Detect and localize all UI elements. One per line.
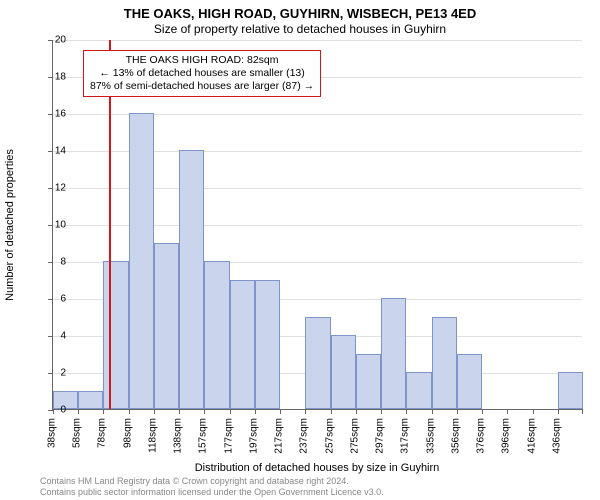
x-tick-label: 376sqm (476, 418, 487, 454)
x-tick-label: 335sqm (425, 418, 436, 454)
x-tick (154, 409, 155, 414)
x-tick (482, 409, 483, 414)
x-tick-label: 118sqm (147, 418, 158, 453)
x-tick (356, 409, 357, 414)
y-tick-label: 14 (36, 146, 66, 157)
x-tick-label: 177sqm (223, 418, 234, 454)
annotation-box: THE OAKS HIGH ROAD: 82sqm← 13% of detach… (83, 50, 321, 97)
x-tick-label: 257sqm (324, 418, 335, 454)
x-tick (381, 409, 382, 414)
y-tick-label: 0 (36, 405, 66, 416)
x-tick-label: 237sqm (299, 418, 310, 454)
histogram-bar (154, 243, 179, 410)
histogram-bar (356, 354, 381, 410)
footer-line-2: Contains public sector information licen… (40, 487, 384, 498)
histogram-bar (78, 391, 103, 410)
histogram-bar (406, 372, 431, 409)
histogram-bar (230, 280, 255, 410)
x-tick (507, 409, 508, 414)
y-tick-label: 10 (36, 220, 66, 231)
histogram-bar (305, 317, 330, 410)
histogram-bar (331, 335, 356, 409)
x-tick (582, 409, 583, 414)
y-tick-label: 20 (36, 35, 66, 46)
footer-attribution: Contains HM Land Registry data © Crown c… (40, 476, 384, 498)
x-tick-label: 38sqm (47, 418, 58, 448)
histogram-bar (179, 150, 204, 409)
y-tick-label: 4 (36, 331, 66, 342)
x-tick (280, 409, 281, 414)
x-axis-label: Distribution of detached houses by size … (52, 462, 582, 474)
footer-line-1: Contains HM Land Registry data © Crown c… (40, 476, 384, 487)
histogram-bar (457, 354, 482, 410)
y-tick-label: 6 (36, 294, 66, 305)
x-tick-label: 58sqm (72, 418, 83, 448)
histogram-bar (255, 280, 280, 410)
x-tick (457, 409, 458, 414)
x-tick (129, 409, 130, 414)
y-tick-label: 16 (36, 109, 66, 120)
y-tick-label: 18 (36, 72, 66, 83)
x-tick (558, 409, 559, 414)
annotation-line: ← 13% of detached houses are smaller (13… (90, 67, 314, 80)
x-tick-label: 197sqm (248, 418, 259, 454)
histogram-bar (432, 317, 457, 410)
x-tick (305, 409, 306, 414)
x-tick-label: 297sqm (375, 418, 386, 454)
x-tick (533, 409, 534, 414)
x-tick-label: 157sqm (198, 418, 209, 454)
x-tick (255, 409, 256, 414)
histogram-bar (103, 261, 128, 409)
chart-title-line1: THE OAKS, HIGH ROAD, GUYHIRN, WISBECH, P… (0, 6, 600, 21)
x-tick-label: 356sqm (450, 418, 461, 454)
y-tick-label: 12 (36, 183, 66, 194)
x-tick (406, 409, 407, 414)
x-tick-label: 396sqm (501, 418, 512, 454)
x-tick-label: 416sqm (526, 418, 537, 454)
histogram-bar (558, 372, 583, 409)
x-tick-label: 317sqm (400, 418, 411, 454)
x-tick (179, 409, 180, 414)
x-tick-label: 78sqm (97, 418, 108, 448)
y-tick-label: 8 (36, 257, 66, 268)
x-tick-label: 275sqm (349, 418, 360, 454)
x-tick-label: 436sqm (551, 418, 562, 454)
x-tick-label: 217sqm (274, 418, 285, 454)
x-tick (230, 409, 231, 414)
annotation-line: 87% of semi-detached houses are larger (… (90, 80, 314, 93)
x-tick (204, 409, 205, 414)
x-tick (78, 409, 79, 414)
histogram-bar (129, 113, 154, 409)
x-tick (432, 409, 433, 414)
plot-area: THE OAKS HIGH ROAD: 82sqm← 13% of detach… (52, 40, 582, 410)
y-axis-label: Number of detached properties (0, 40, 20, 410)
x-tick-label: 138sqm (173, 418, 184, 454)
y-tick-label: 2 (36, 368, 66, 379)
gridline (53, 40, 582, 41)
chart-page: THE OAKS, HIGH ROAD, GUYHIRN, WISBECH, P… (0, 0, 600, 500)
histogram-bar (204, 261, 229, 409)
x-tick-label: 98sqm (122, 418, 133, 448)
annotation-line: THE OAKS HIGH ROAD: 82sqm (90, 54, 314, 67)
histogram-bar (381, 298, 406, 409)
x-tick (331, 409, 332, 414)
x-tick (103, 409, 104, 414)
chart-title-line2: Size of property relative to detached ho… (0, 22, 600, 36)
